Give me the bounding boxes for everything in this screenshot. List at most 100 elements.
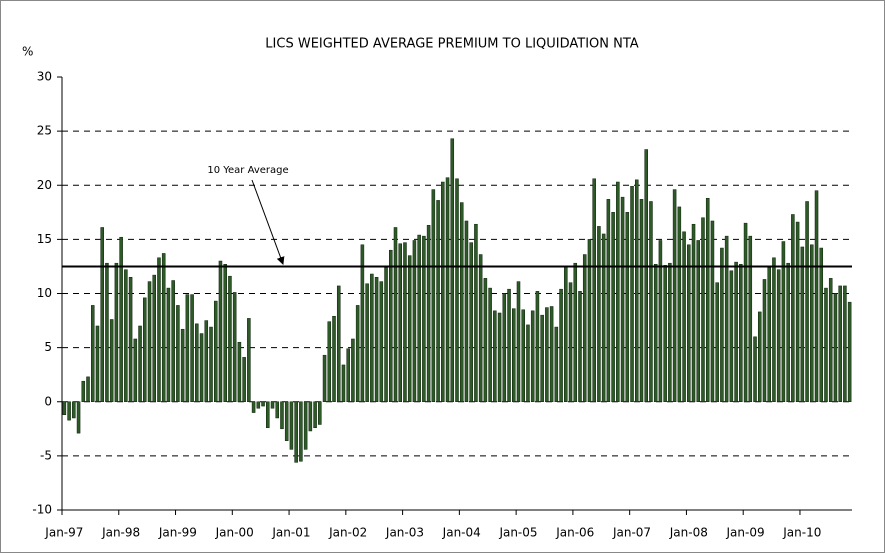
bar [687, 244, 691, 402]
bar [710, 220, 715, 402]
bar [677, 206, 682, 402]
y-tick-label: 10 [37, 286, 52, 300]
bar [251, 401, 256, 413]
x-tick-label: Jan-09 [726, 526, 765, 540]
bar [128, 277, 133, 403]
bar [67, 401, 71, 421]
bar [403, 242, 407, 402]
chart-title: LICS WEIGHTED AVERAGE PREMIUM TO LIQUIDA… [265, 37, 638, 52]
bar [611, 212, 615, 402]
x-tick-label: Jan-08 [669, 526, 708, 540]
bar [280, 401, 284, 430]
bar [795, 221, 800, 402]
bar [355, 305, 360, 402]
bar [303, 401, 308, 450]
bar [213, 300, 218, 403]
bar [724, 235, 729, 402]
bar [720, 247, 724, 402]
y-tick-label: 25 [37, 124, 52, 138]
x-tick-label: Jan-97 [44, 526, 83, 540]
bar [336, 285, 341, 402]
bar [478, 254, 483, 402]
bar [199, 333, 204, 402]
bar [838, 285, 842, 402]
bar [190, 294, 194, 402]
bar [459, 202, 464, 402]
bar [318, 401, 322, 425]
bar [441, 181, 445, 402]
bar [143, 297, 147, 402]
bar [564, 266, 568, 402]
bar [634, 179, 639, 402]
x-tick-label: Jan-02 [328, 526, 367, 540]
bar [573, 262, 578, 402]
bar [228, 275, 232, 402]
bar [152, 274, 157, 402]
bar [601, 233, 606, 402]
bar [270, 401, 275, 409]
bar [526, 324, 530, 402]
bar [701, 217, 705, 402]
bar [365, 283, 369, 403]
x-tick-label: Jan-99 [158, 526, 197, 540]
y-tick-label: 30 [37, 70, 52, 84]
bar [715, 282, 719, 402]
bar [322, 354, 327, 403]
bar [814, 190, 819, 402]
y-tick-label: 15 [37, 232, 52, 246]
y-tick-label: -10 [32, 503, 52, 517]
bar [223, 264, 227, 402]
bar [384, 267, 388, 402]
x-tick-label: Jan-05 [498, 526, 537, 540]
bar [535, 291, 540, 402]
bar [620, 196, 625, 402]
bar [86, 376, 90, 403]
bar [663, 265, 667, 403]
bar [530, 310, 535, 403]
bar [474, 223, 478, 402]
bar [147, 281, 152, 402]
bar [781, 241, 786, 402]
bar [743, 222, 748, 402]
bar [578, 291, 582, 402]
bar [464, 220, 469, 402]
bar [180, 328, 185, 402]
bar [668, 262, 672, 402]
x-tick-label: Jan-00 [215, 526, 254, 540]
bar [658, 240, 663, 402]
bar [422, 235, 426, 402]
bar [450, 138, 455, 402]
bar [729, 270, 734, 402]
x-tick-label: Jan-10 [782, 526, 821, 540]
bar [90, 305, 95, 402]
bar [62, 401, 67, 415]
bar [370, 273, 374, 403]
x-tick-label: Jan-01 [271, 526, 310, 540]
y-tick-label: -5 [40, 448, 52, 462]
bar [109, 319, 114, 403]
bar [625, 212, 630, 402]
y-tick-label: 5 [44, 340, 52, 354]
bar [483, 278, 488, 402]
bar [275, 401, 280, 419]
bar [847, 301, 852, 402]
bar [294, 401, 298, 463]
bar [124, 269, 128, 402]
bar [379, 281, 384, 402]
bar [824, 287, 828, 402]
bar [582, 254, 587, 402]
bar [351, 338, 355, 402]
bar [833, 293, 838, 402]
bar [705, 197, 710, 402]
bar [682, 231, 686, 402]
bar [545, 307, 549, 403]
bar [469, 242, 473, 402]
bar [100, 227, 104, 402]
bar [426, 225, 431, 402]
bar [516, 281, 521, 402]
bar [753, 336, 757, 402]
bar [417, 234, 421, 402]
bar [266, 401, 270, 428]
bar [828, 278, 833, 402]
bar [757, 311, 762, 402]
